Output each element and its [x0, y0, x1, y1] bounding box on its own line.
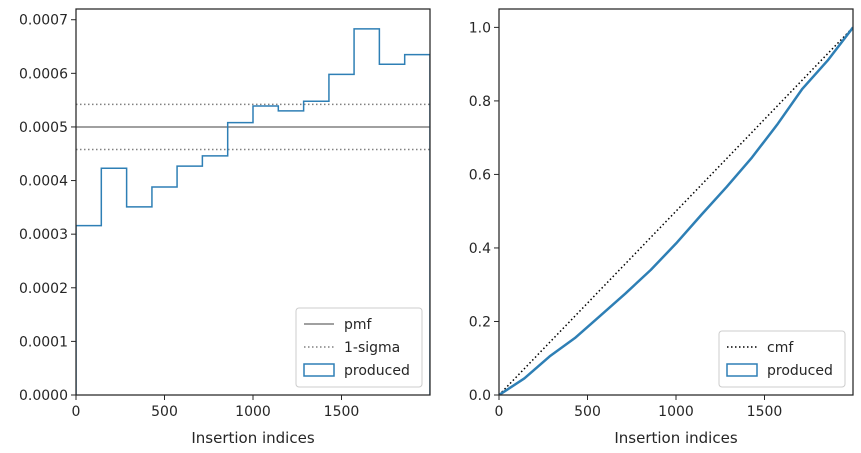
- y-tick-label: 0.0002: [19, 281, 68, 297]
- x-axis-label: Insertion indices: [614, 429, 737, 447]
- plot-area: [499, 26, 853, 395]
- y-tick-label: 0.8: [469, 94, 491, 110]
- cmf-line: [499, 26, 853, 395]
- y-tick-label: 0.0005: [19, 120, 68, 136]
- x-tick-label: 1500: [747, 404, 783, 420]
- legend: pmf 1-sigma produced: [295, 307, 423, 388]
- y-tick-label: 0.4: [469, 241, 491, 257]
- plot-frame: [498, 8, 854, 396]
- legend-label: produced: [767, 363, 833, 379]
- legend-handle-produced: [303, 363, 335, 377]
- cmf-chart: 0 500 1000 1500 0.0 0.2 0.4 0.6 0.8 1.0 Insertion …: [469, 8, 854, 447]
- y-tick-label: 0.0006: [19, 66, 68, 82]
- plot-area: [76, 28, 430, 395]
- y-tick-label: 0.0004: [19, 174, 68, 190]
- y-tick-label: 0.0000: [19, 388, 68, 404]
- y-tick-label: 1.0: [469, 20, 491, 36]
- y-tick-label: 0.0: [469, 388, 491, 404]
- legend-label: produced: [344, 363, 410, 379]
- x-axis-label: Insertion indices: [191, 429, 314, 447]
- x-tick-label: 1500: [324, 404, 360, 420]
- y-tick-label: 0.0003: [19, 227, 68, 243]
- y-tick-label: 0.0001: [19, 334, 68, 350]
- x-tick-label: 500: [574, 404, 601, 420]
- x-tick-label: 0: [495, 404, 504, 420]
- legend-box: [718, 330, 846, 388]
- produced-step: [76, 28, 430, 395]
- x-tick-label: 0: [72, 404, 81, 420]
- legend-box: [295, 307, 423, 388]
- legend: cmf produced: [718, 330, 846, 388]
- plot-frame: [75, 8, 431, 396]
- legend-label: cmf: [767, 340, 794, 356]
- x-tick-label: 500: [151, 404, 178, 420]
- y-tick-label: 0.6: [469, 167, 491, 183]
- legend-label: 1-sigma: [344, 340, 400, 356]
- pmf-chart: 0 500 1000 1500 0.0000 0.0001 0.0002 0.0003 0.00…: [19, 8, 431, 447]
- x-tick-label: 1000: [658, 404, 694, 420]
- y-tick-label: 0.0007: [19, 13, 68, 29]
- legend-label: pmf: [344, 317, 373, 333]
- produced-curve: [499, 26, 853, 395]
- x-tick-label: 1000: [235, 404, 271, 420]
- y-tick-label: 0.2: [469, 314, 491, 330]
- legend-handle-produced: [726, 363, 758, 377]
